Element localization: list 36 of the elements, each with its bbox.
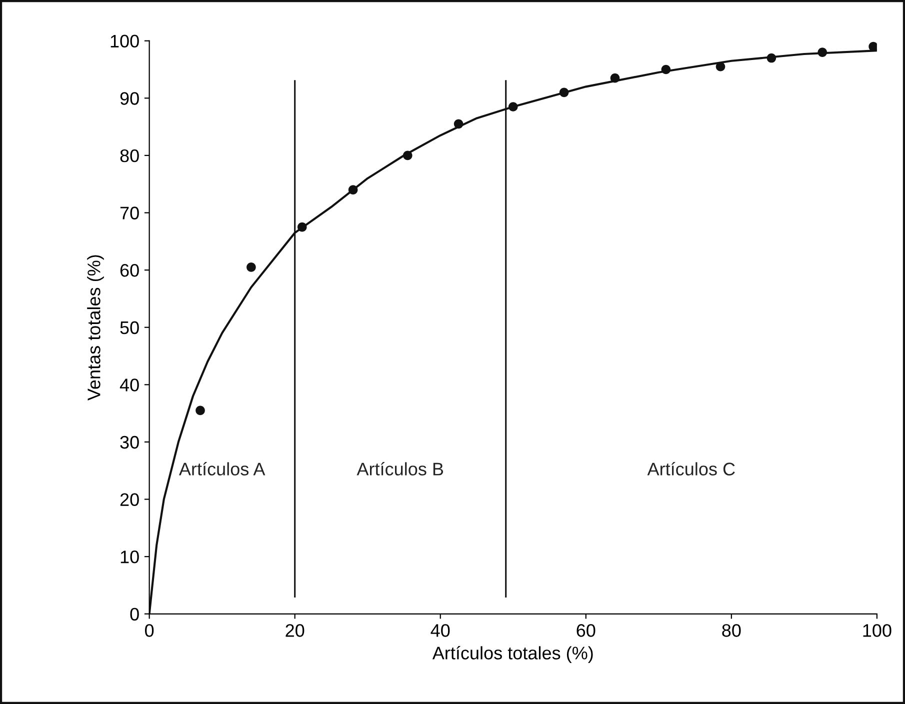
point [716,62,726,72]
y-tick-label: 30 [120,436,139,449]
point [348,185,358,194]
annotation: Artículos C [647,462,735,476]
point [818,48,828,57]
point [508,102,518,112]
point [661,64,671,74]
point [454,119,464,129]
x-tick-label: 20 [286,624,304,637]
y-tick-label: 10 [120,550,139,564]
point [868,42,877,52]
y-tick-label: 100 [110,34,139,48]
x-tick-label: 40 [430,624,450,637]
x-tick-label: 100 [863,624,892,637]
y-tick-label: 40 [120,378,139,392]
y-tick-label: 0 [130,608,139,621]
y-axis-title: Ventas totales (%) [87,255,104,401]
y-tick-label: 20 [120,493,139,506]
y-tick-label: 70 [120,206,139,220]
y-tick-label: 50 [120,321,139,334]
y-tick-label: 90 [120,92,139,105]
point [559,88,569,98]
x-tick-label: 80 [722,624,741,637]
point [766,53,776,63]
x-axis-title: Artículos totales (%) [432,646,593,664]
x-tick-label: 60 [576,624,596,637]
point [196,406,205,416]
point [246,262,256,272]
point [402,150,412,160]
annotation: Artículos B [356,462,444,476]
point [610,73,620,83]
y-tick-label: 80 [120,149,139,162]
y-tick-label: 60 [120,264,139,277]
annotation: Artículos A [178,462,266,476]
point [297,222,307,232]
x-tick-label: 0 [145,624,154,637]
